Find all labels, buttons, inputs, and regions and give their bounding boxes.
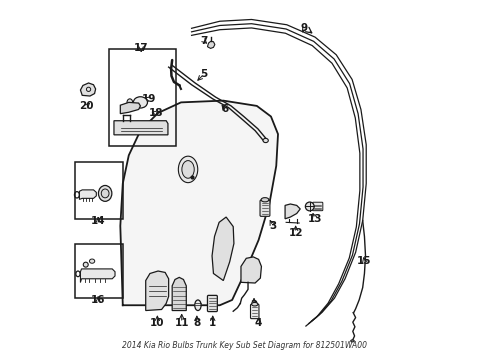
Ellipse shape	[350, 340, 353, 342]
FancyBboxPatch shape	[250, 304, 259, 319]
Text: 11: 11	[174, 318, 188, 328]
Text: 2: 2	[250, 300, 257, 310]
Ellipse shape	[194, 300, 201, 311]
Polygon shape	[120, 102, 140, 114]
FancyBboxPatch shape	[207, 295, 217, 312]
Text: 14: 14	[91, 216, 105, 226]
Polygon shape	[81, 269, 115, 282]
FancyBboxPatch shape	[260, 200, 269, 216]
Bar	[75, 162, 122, 219]
Polygon shape	[145, 271, 168, 311]
Text: 7: 7	[200, 36, 207, 46]
Text: 18: 18	[148, 108, 163, 118]
Text: 15: 15	[356, 256, 371, 266]
Ellipse shape	[127, 99, 132, 106]
Polygon shape	[241, 257, 261, 283]
Text: 6: 6	[221, 104, 228, 114]
Polygon shape	[212, 217, 233, 280]
Polygon shape	[114, 121, 167, 135]
Ellipse shape	[263, 138, 268, 143]
Text: 4: 4	[254, 318, 262, 328]
Text: 8: 8	[193, 318, 200, 328]
Ellipse shape	[89, 259, 95, 263]
Polygon shape	[172, 277, 186, 311]
Text: 1: 1	[209, 318, 216, 328]
Text: 2014 Kia Rio Bulbs Trunk Key Sub Set Diagram for 812501WA00: 2014 Kia Rio Bulbs Trunk Key Sub Set Dia…	[122, 341, 366, 350]
Ellipse shape	[251, 302, 257, 306]
FancyBboxPatch shape	[312, 202, 322, 211]
Text: 5: 5	[200, 69, 207, 79]
Polygon shape	[120, 100, 278, 305]
Polygon shape	[81, 83, 96, 96]
Ellipse shape	[305, 202, 313, 211]
Text: 9: 9	[300, 23, 307, 33]
Ellipse shape	[182, 161, 194, 178]
Ellipse shape	[83, 262, 88, 267]
Polygon shape	[285, 204, 300, 219]
Ellipse shape	[98, 185, 112, 201]
Bar	[75, 243, 122, 298]
Polygon shape	[207, 41, 214, 48]
Text: 19: 19	[141, 94, 155, 104]
Text: 3: 3	[268, 221, 276, 231]
Polygon shape	[79, 190, 96, 199]
Text: 20: 20	[80, 101, 94, 111]
Text: 13: 13	[307, 214, 322, 224]
Text: 12: 12	[288, 228, 302, 238]
Bar	[108, 49, 175, 147]
Text: 16: 16	[91, 295, 105, 305]
Ellipse shape	[133, 97, 147, 108]
Ellipse shape	[178, 156, 197, 183]
Text: 17: 17	[134, 43, 148, 53]
Ellipse shape	[101, 189, 109, 198]
Text: 10: 10	[150, 318, 164, 328]
Ellipse shape	[261, 198, 268, 202]
